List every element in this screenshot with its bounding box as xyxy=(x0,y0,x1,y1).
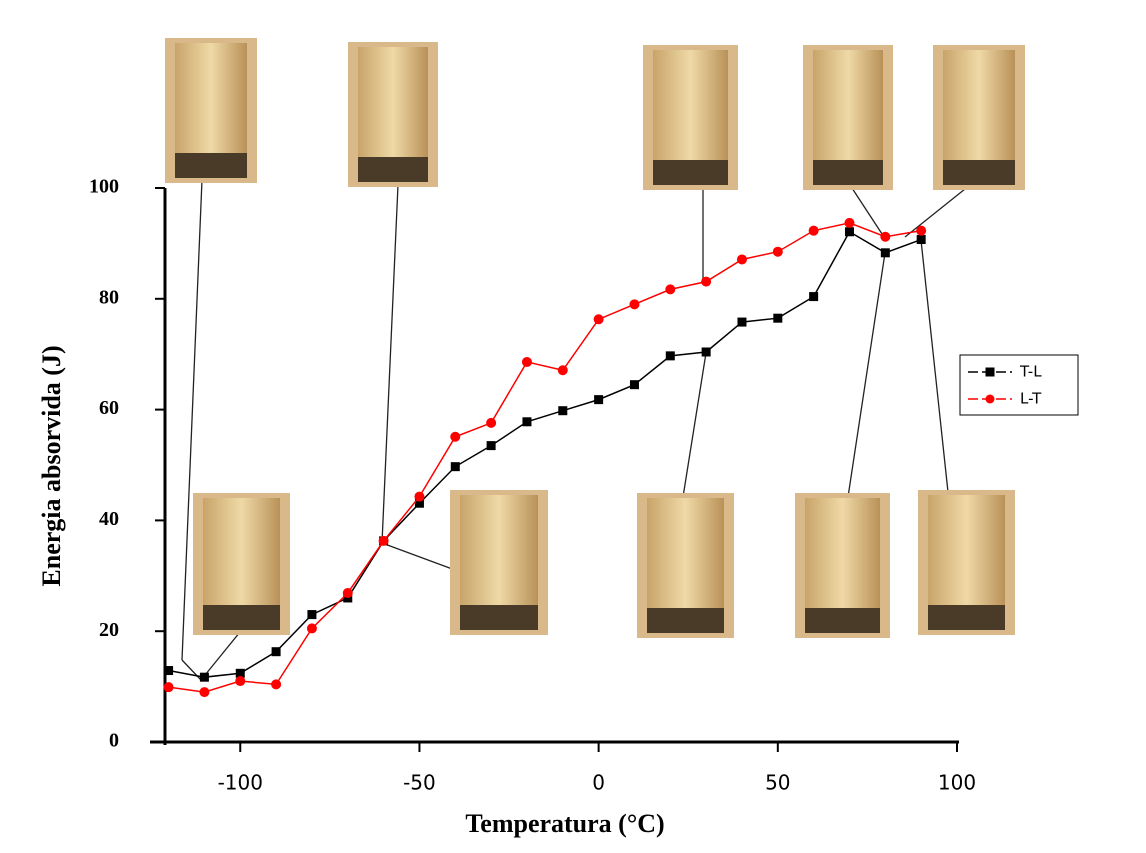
point xyxy=(701,347,711,357)
point xyxy=(665,284,676,295)
point xyxy=(306,623,317,634)
point xyxy=(701,276,712,287)
point xyxy=(880,248,890,258)
point xyxy=(307,610,317,620)
specimen-body xyxy=(653,50,728,160)
x-axis-label: Temperatura (°C) xyxy=(465,809,664,838)
specimen-body xyxy=(460,495,538,605)
point xyxy=(235,668,245,678)
point xyxy=(450,431,461,442)
legend-label: T-L xyxy=(1019,363,1042,381)
y-tick-label: 60 xyxy=(99,397,119,419)
point xyxy=(199,687,210,698)
legend-label: L-T xyxy=(1020,390,1042,408)
x-tick-label: -100 xyxy=(218,771,263,795)
point xyxy=(736,254,747,265)
point xyxy=(772,246,783,257)
point xyxy=(271,679,282,690)
specimen-notch xyxy=(653,160,728,185)
point xyxy=(378,535,389,546)
axes xyxy=(150,188,959,745)
point xyxy=(522,417,532,427)
point xyxy=(557,365,568,376)
point xyxy=(629,299,640,310)
legend-marker xyxy=(985,367,995,377)
y-tick-label: 80 xyxy=(99,286,119,308)
specimen-notch xyxy=(175,153,247,178)
point xyxy=(809,292,819,302)
point xyxy=(271,647,281,657)
point xyxy=(737,317,747,327)
y-tick-label: 20 xyxy=(99,619,119,641)
point xyxy=(164,666,174,676)
point xyxy=(163,682,174,693)
specimen-notch xyxy=(460,605,538,630)
specimen-body xyxy=(813,50,883,160)
specimen-body xyxy=(175,43,247,153)
specimen-body xyxy=(647,498,724,608)
specimen-notch xyxy=(928,605,1005,630)
legend-marker xyxy=(985,394,995,404)
point xyxy=(880,231,891,242)
point xyxy=(665,351,675,361)
point xyxy=(486,441,496,451)
point xyxy=(414,491,425,502)
point xyxy=(342,587,353,598)
specimen-notch xyxy=(203,605,280,630)
point xyxy=(486,417,497,428)
specimen-notch xyxy=(813,160,883,185)
specimen-photos xyxy=(165,38,1025,681)
y-tick-label: 0 xyxy=(109,730,119,752)
x-tick-label: 0 xyxy=(592,771,605,795)
point xyxy=(521,356,532,367)
specimen-body xyxy=(928,495,1005,605)
point xyxy=(773,313,783,323)
y-tick-label: 40 xyxy=(99,508,119,530)
x-tick-label: -50 xyxy=(403,771,436,795)
specimen-body xyxy=(805,498,880,608)
point xyxy=(844,227,854,237)
specimen-notch xyxy=(647,608,724,633)
point xyxy=(916,225,927,236)
point xyxy=(594,395,604,405)
legend-box xyxy=(959,354,1079,416)
point xyxy=(235,676,246,687)
series-line xyxy=(168,230,922,678)
y-tick-label: 100 xyxy=(89,176,119,198)
point xyxy=(199,672,209,682)
point xyxy=(808,225,819,236)
point xyxy=(414,498,424,508)
specimen-body xyxy=(203,498,280,605)
specimen-notch xyxy=(358,157,428,182)
specimen-notch xyxy=(943,160,1015,185)
point xyxy=(916,235,926,245)
x-tick-label: 100 xyxy=(938,771,976,795)
point xyxy=(629,380,639,390)
x-tick-label: 50 xyxy=(765,771,790,795)
point xyxy=(844,217,855,228)
point xyxy=(450,462,460,472)
specimen-body xyxy=(358,47,428,157)
series-line xyxy=(168,222,922,693)
y-axis-label: Energia absorvida (J) xyxy=(37,345,66,586)
specimen-body xyxy=(943,50,1015,160)
specimen-notch xyxy=(805,608,880,633)
point xyxy=(558,406,568,416)
point xyxy=(593,314,604,325)
